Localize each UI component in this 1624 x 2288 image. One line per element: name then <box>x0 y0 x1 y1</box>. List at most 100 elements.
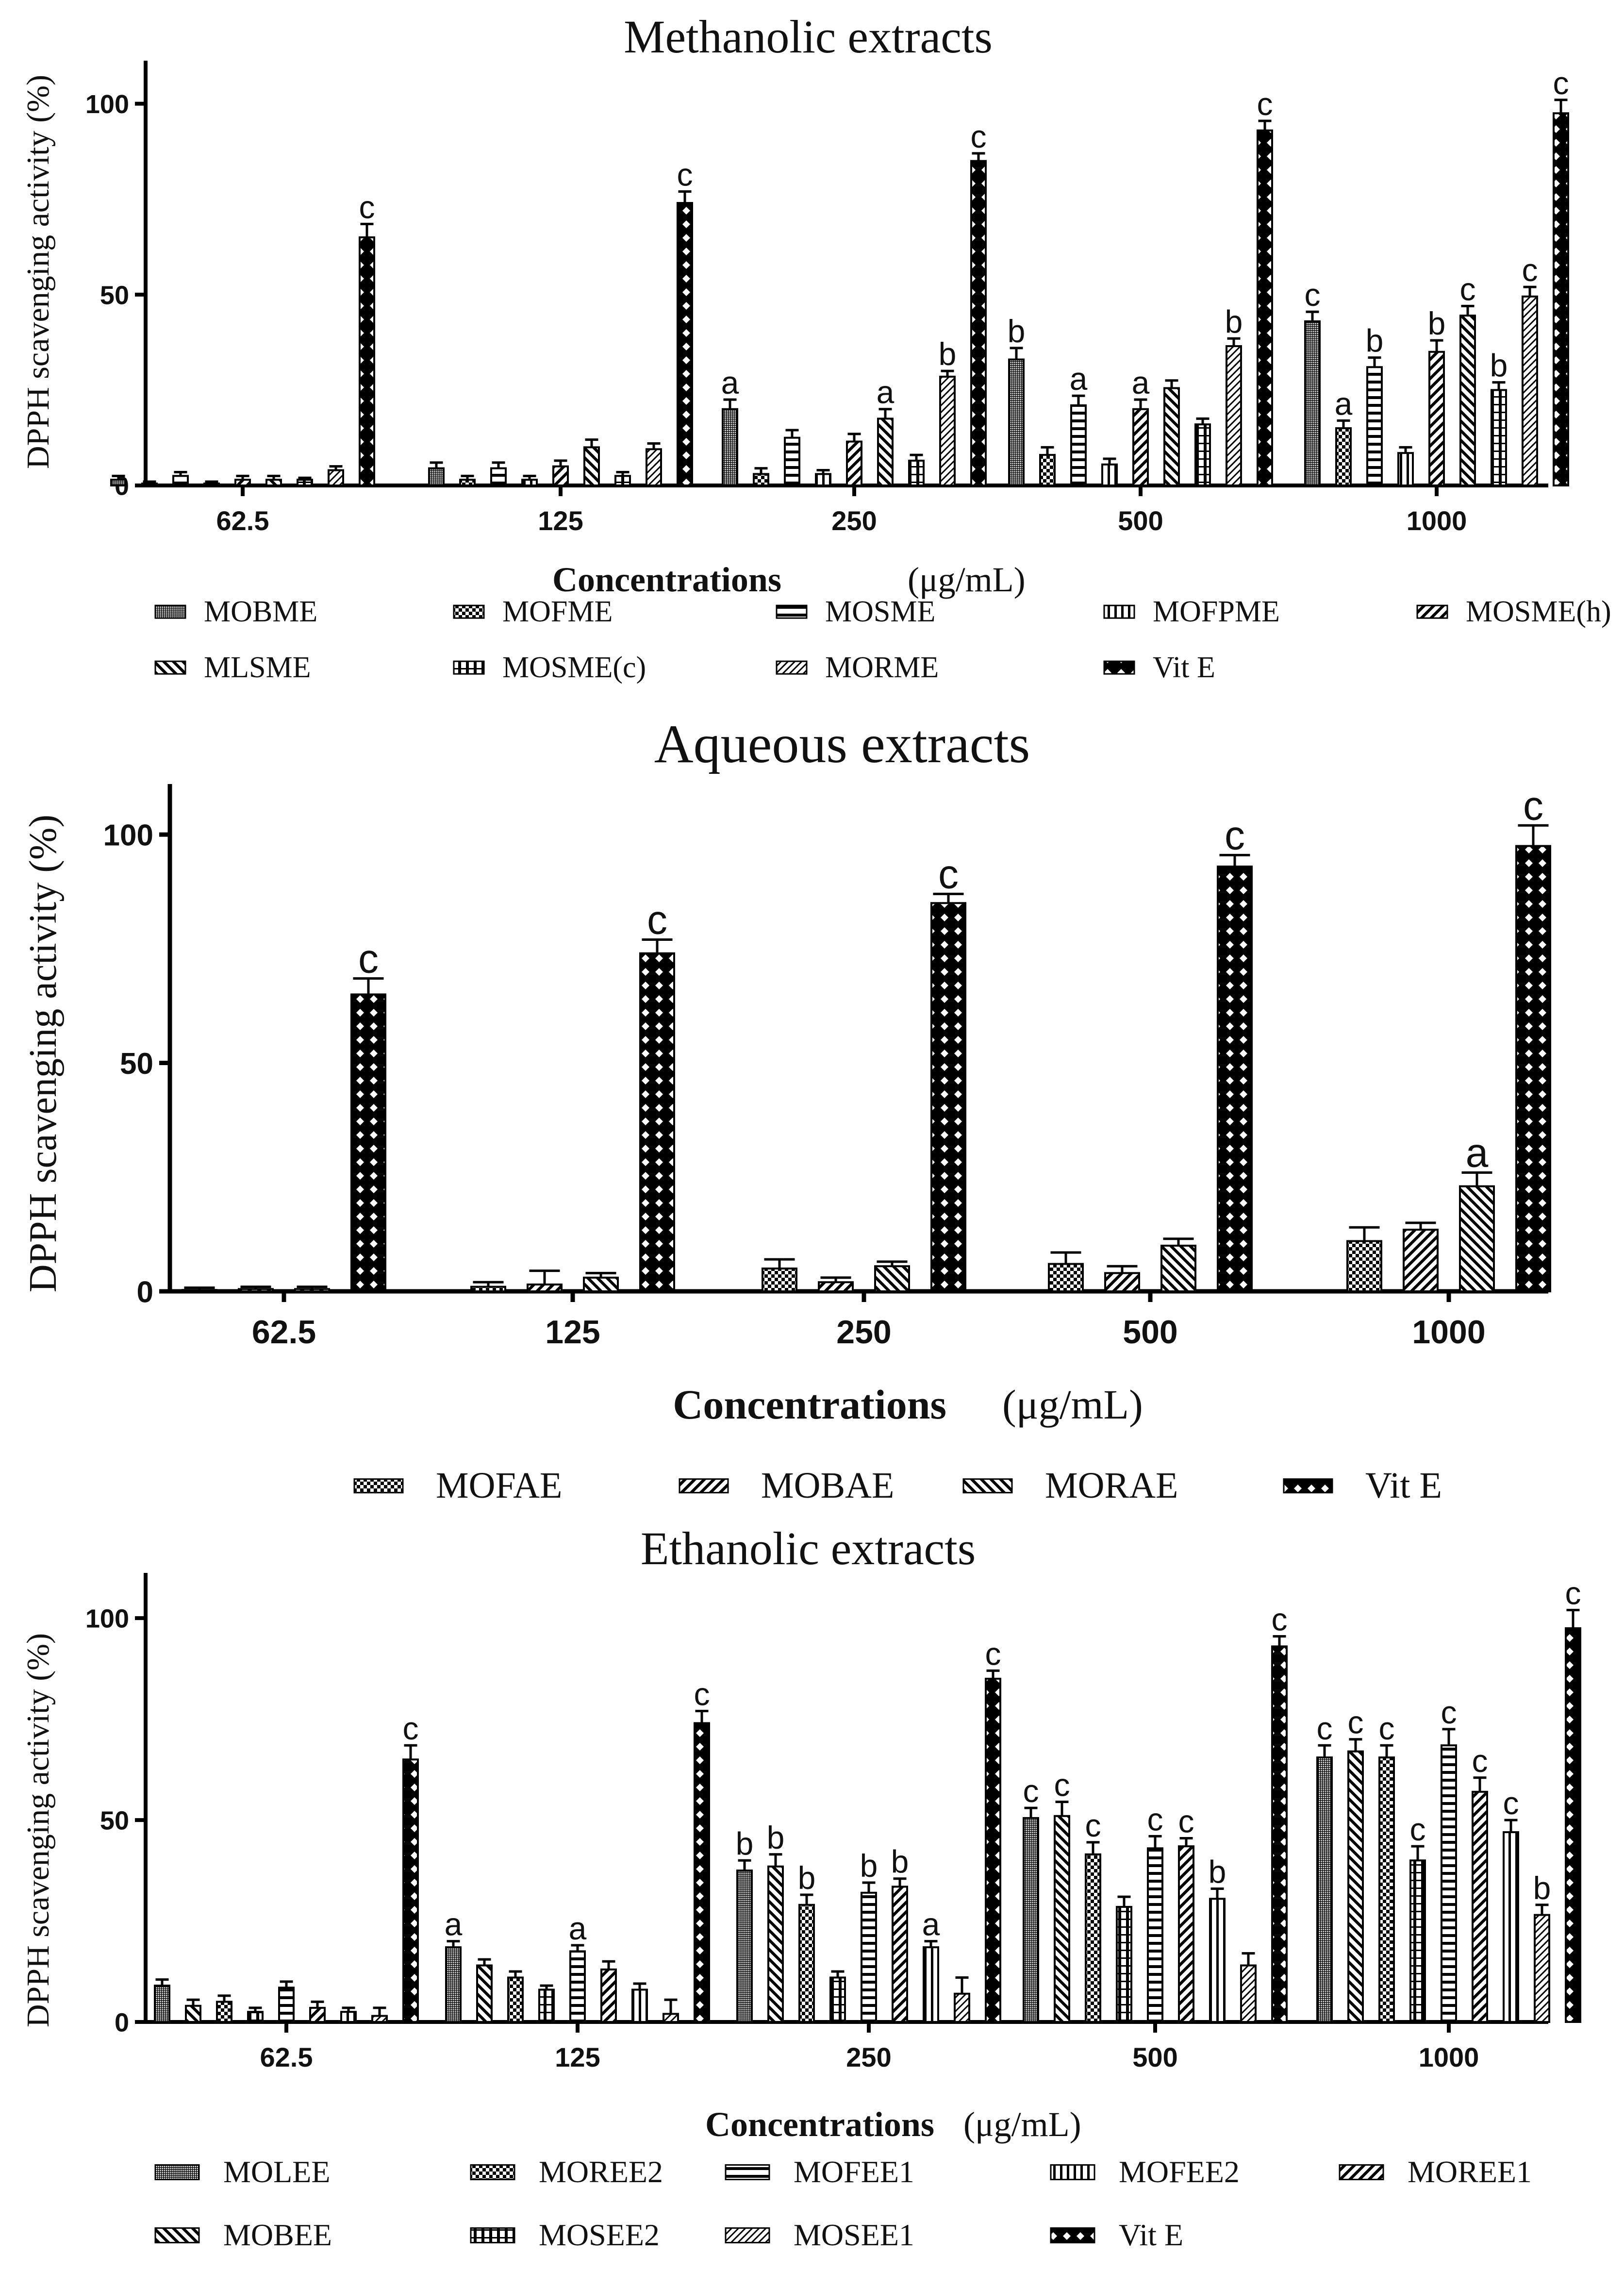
bar-vit-e-500 <box>1217 865 1253 1293</box>
legend-label: MOREE1 <box>1408 2154 1532 2189</box>
significance-label: c <box>971 118 987 154</box>
legend-label: MOBEE <box>223 2218 332 2252</box>
bar-mosme-c--1000 <box>1491 389 1507 487</box>
x-tick-label: 125 <box>545 1314 600 1351</box>
significance-label: c <box>1565 1575 1581 1611</box>
x-tick-label: 500 <box>1132 2042 1177 2072</box>
x-tick-label: 62.5 <box>252 1314 316 1351</box>
bar-mosme-h--62-5 <box>234 479 251 486</box>
legend-item: MORAE <box>962 1465 1178 1506</box>
legend-label: MOFME <box>502 595 613 628</box>
significance-label: c <box>1522 252 1538 288</box>
bar-mobee-125 <box>476 1964 493 2023</box>
significance-label: c <box>359 189 375 225</box>
bar-mofee1-500 <box>1147 1847 1163 2023</box>
significance-label: b <box>1008 313 1026 349</box>
bar-moree1-1000 <box>1534 1914 1550 2023</box>
bar-mosee1-500 <box>1178 1845 1194 2023</box>
legend-swatch <box>962 1478 1013 1494</box>
legend-label: MOFPME <box>1153 595 1280 628</box>
bar-mosme-h--125 <box>552 465 569 487</box>
bar-vit-e-250 <box>985 1677 1001 2023</box>
legend-item: MOFPME <box>1103 595 1280 628</box>
bar-moree1-62-5 <box>371 2015 388 2023</box>
significance-label: b <box>891 1844 909 1880</box>
legend-label: MOFEE2 <box>1119 2154 1240 2189</box>
bar-mosme-250 <box>784 436 800 486</box>
bar-mobae-500 <box>1104 1272 1140 1292</box>
y-tick-label: 0 <box>137 1275 153 1309</box>
legend-swatch <box>470 2227 515 2244</box>
bar-moree2-500 <box>1085 1853 1101 2023</box>
legend-label: MOREE2 <box>539 2154 663 2189</box>
bar-mobae-125 <box>527 1283 563 1293</box>
bar-mofme-62-5 <box>141 483 158 486</box>
bar-mofpme-500 <box>1101 463 1118 486</box>
legend-label: MOBME <box>204 595 317 628</box>
bar-morae-500 <box>1160 1244 1196 1293</box>
significance-label: a <box>721 365 739 401</box>
bar-moree1-250 <box>954 1992 970 2023</box>
legend-swatch <box>1050 2164 1095 2181</box>
bar-molee-125 <box>445 1946 462 2023</box>
legend-swatch <box>453 604 485 619</box>
bar-vit-e-62-5 <box>350 993 386 1293</box>
legend-label: MORAE <box>1045 1465 1178 1506</box>
bar-vit-e-125 <box>639 952 675 1292</box>
bar-mofpme-125 <box>521 479 538 486</box>
bar-mosme-1000 <box>1366 366 1383 487</box>
legend-item: MOSEE1 <box>725 2218 914 2252</box>
y-tick-label: 100 <box>103 818 153 852</box>
bar-mosee2-125 <box>538 1988 555 2023</box>
y-tick-label: 50 <box>120 1047 153 1081</box>
significance-label: b <box>1490 348 1508 384</box>
legend-label: MOBAE <box>761 1465 894 1506</box>
bar-vit-e-500 <box>1257 129 1273 486</box>
bar-mlsme-125 <box>583 446 600 487</box>
bar-moree2-250 <box>798 1904 815 2023</box>
y-tick-label: 100 <box>85 90 129 119</box>
methanolic-x-axis-title: Concentrations <box>552 560 781 599</box>
significance-label: b <box>1533 1870 1551 1906</box>
x-tick-label: 1000 <box>1407 505 1467 536</box>
legend-item: MOBME <box>154 595 317 628</box>
bar-mosee1-125 <box>600 1968 617 2023</box>
bar-mofae-250 <box>762 1267 797 1293</box>
methanolic-x-axis-unit: (μg/mL) <box>908 560 1026 599</box>
bar-mobme-62-5 <box>110 479 127 486</box>
aqueous-legend: MOFAE MOBAE MORAE Vit E <box>353 1465 1442 1506</box>
bar-morme-125 <box>646 448 662 487</box>
legend-swatch <box>1050 2227 1095 2244</box>
significance-label: c <box>1085 1807 1101 1843</box>
significance-label: c <box>1257 86 1273 122</box>
significance-label: c <box>358 935 379 981</box>
significance-label: c <box>1305 277 1321 313</box>
significance-label: a <box>445 1906 463 1942</box>
legend-label: MOSME(h) <box>1466 595 1611 628</box>
bar-vit-e-1000 <box>1565 1627 1581 2023</box>
bar-vit-e-1000 <box>1515 845 1551 1292</box>
methanolic-panel: Methanolic extracts DPPH scavenging acti… <box>20 11 1611 684</box>
bar-morae-1000 <box>1459 1185 1495 1292</box>
aqueous-x-axis-unit: (μg/mL) <box>1002 1381 1143 1428</box>
legend-label: MOSME <box>825 595 935 628</box>
bar-mlsme-1000 <box>1459 315 1476 486</box>
legend-item: Vit E <box>1103 651 1215 684</box>
bar-mobme-250 <box>722 408 738 487</box>
x-tick-label: 125 <box>538 505 583 536</box>
bar-mosee2-1000 <box>1409 1859 1426 2023</box>
legend-item: MOBAE <box>679 1465 894 1506</box>
legend-swatch <box>776 604 808 619</box>
significance-label: a <box>877 374 895 410</box>
legend-item: Vit E <box>1050 2218 1183 2252</box>
significance-label: b <box>939 336 957 372</box>
legend-item: MOFAE <box>353 1465 562 1506</box>
legend-label: MOFAE <box>436 1465 562 1506</box>
bar-vit-e-125 <box>694 1722 710 2023</box>
bar-mosee2-500 <box>1116 1905 1132 2023</box>
bar-mofpme-62-5 <box>203 483 220 486</box>
legend-swatch <box>1416 604 1448 619</box>
legend-swatch <box>154 660 186 675</box>
y-tick-label: 100 <box>85 1604 129 1634</box>
